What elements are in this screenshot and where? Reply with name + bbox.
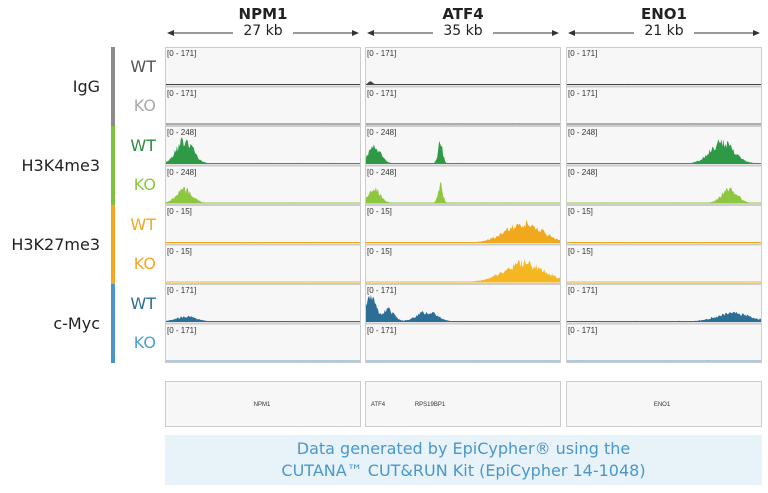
group-label: IgG [72,76,100,96]
track-panel [566,86,762,126]
track-panel [365,86,561,126]
track-range: [0 - 171] [167,286,197,295]
track-panel [566,323,762,363]
track-panel [165,47,361,87]
track-panel [566,205,762,245]
track-panel [365,47,561,87]
gene-name: NPM1 [253,402,271,408]
locus-name: ATF4 [442,5,484,23]
condition-label: WT [130,293,156,313]
gene-name: RPS19BP1 [414,402,446,408]
signal-track [366,140,560,164]
track-range: [0 - 171] [568,88,598,98]
condition-label: KO [133,333,156,353]
track-range: [0 - 171] [367,325,397,335]
signal-track [366,294,560,322]
track-range: [0 - 15] [167,207,192,216]
track-range: [0 - 248] [367,167,397,177]
track-range: [0 - 171] [568,325,598,335]
condition-label: KO [133,254,156,274]
track-panel [365,284,561,324]
signal-track [166,137,360,164]
gene-name: ATF4 [370,402,386,408]
track-panel [566,244,762,284]
track-range: [0 - 248] [568,167,598,177]
track-range: [0 - 15] [568,207,593,216]
group-label: H3K27me3 [11,234,100,254]
locus-name: ENO1 [641,5,687,23]
group-bar [111,205,115,284]
signal-track [567,139,761,164]
track-range: [0 - 171] [167,88,197,98]
track-panel [165,284,361,324]
track-range: [0 - 248] [367,128,397,137]
track-range: [0 - 171] [367,88,397,98]
track-range: [0 - 248] [167,167,197,177]
track-range: [0 - 15] [568,246,593,256]
track-panel [165,244,361,284]
locus-size: 35 kb [433,23,493,39]
signal-track [166,186,360,203]
group-bar [111,284,115,363]
track-range: [0 - 248] [568,128,598,137]
track-panel [165,205,361,245]
track-range: [0 - 171] [568,286,598,295]
track-panel [365,323,561,363]
condition-label: KO [133,96,156,116]
caption-box: Data generated by EpiCypher® using the C… [165,435,762,485]
gene-track-panel [165,381,361,427]
track-range: [0 - 15] [367,246,392,256]
track-range: [0 - 171] [568,49,598,58]
condition-label: WT [130,56,156,76]
track-panel [365,165,561,205]
group-label: c-Myc [53,313,100,333]
group-bar [111,47,115,126]
track-panel [365,126,561,166]
track-range: [0 - 171] [167,325,197,335]
track-range: [0 - 171] [167,49,197,58]
locus-size: 21 kb [634,23,694,39]
caption-line-2: CUTANA™ CUT&RUN Kit (EpiCypher 14-1048) [281,461,646,480]
caption-line-1: Data generated by EpiCypher® using the [296,439,631,458]
signal-track [166,315,360,322]
track-range: [0 - 15] [167,246,192,256]
signal-track [567,187,761,203]
condition-label: KO [133,175,156,195]
track-range: [0 - 248] [167,128,197,137]
track-range: [0 - 15] [367,207,392,216]
locus-name: NPM1 [238,5,288,23]
signal-track [366,182,560,203]
track-panel [165,86,361,126]
signal-track [567,311,761,322]
condition-label: WT [130,135,156,155]
signal-track [366,219,560,243]
track-panel [566,47,762,87]
track-range: [0 - 171] [367,49,397,58]
group-label: H3K4me3 [21,155,101,175]
gene-track-panel [566,381,762,427]
condition-label: WT [130,214,156,234]
track-panel [566,165,762,205]
track-panel [165,323,361,363]
locus-size: 27 kb [233,23,293,39]
group-bar [111,126,115,205]
track-panel [165,165,361,205]
signal-track [366,259,560,282]
gene-name: ENO1 [653,402,671,408]
gene-track-panel [365,381,561,427]
track-range: [0 - 171] [367,286,397,295]
